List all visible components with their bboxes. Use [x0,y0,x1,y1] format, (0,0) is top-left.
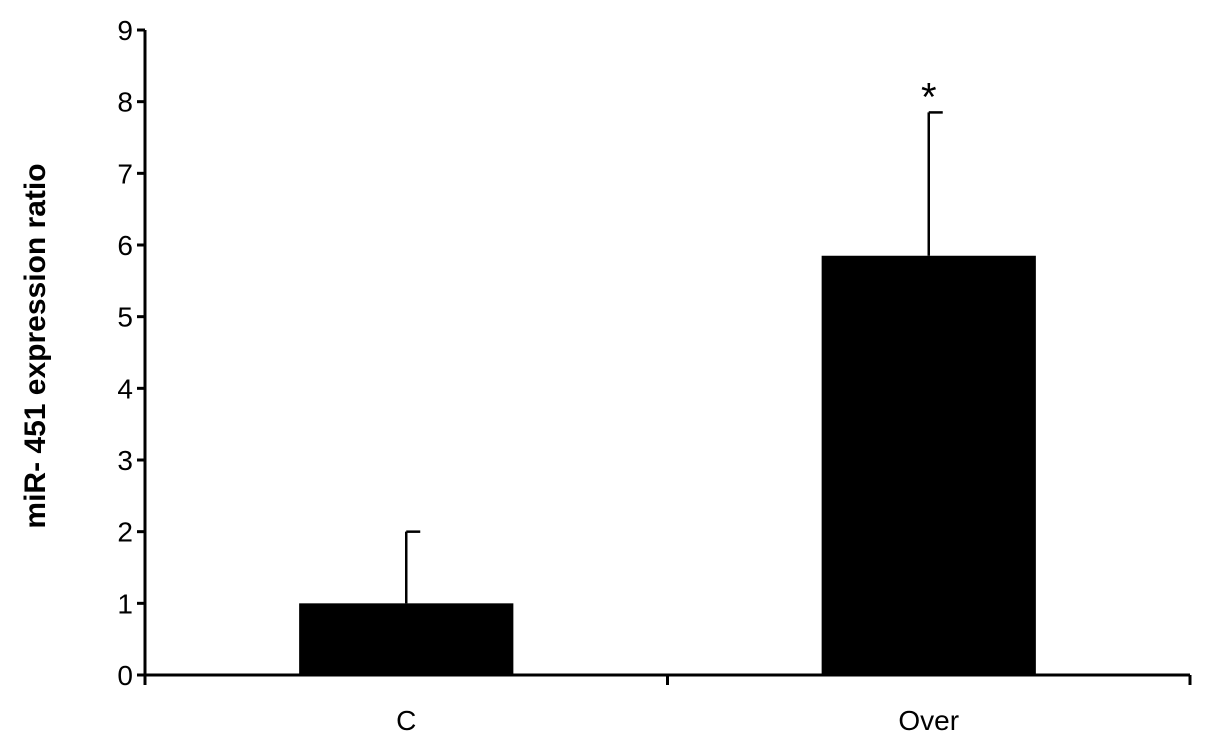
y-tick-label: 6 [117,230,133,261]
bar [299,603,514,675]
significance-marker: * [921,75,937,119]
x-tick-label: C [396,705,416,736]
y-tick-label: 3 [117,445,133,476]
y-tick-label: 5 [117,302,133,333]
y-tick-label: 0 [117,660,133,691]
y-tick-label: 8 [117,87,133,118]
y-tick-label: 9 [117,15,133,46]
y-axis-label: miR- 451 expression ratio [19,163,52,528]
y-tick-label: 7 [117,158,133,189]
y-tick-label: 2 [117,517,133,548]
tick-labels: 0 1 2 3 4 5 6 7 8 9 C * Over [117,15,959,736]
y-tick-label: 1 [117,588,133,619]
bars [299,111,1036,675]
y-tick-label: 4 [117,373,133,404]
bar [821,255,1036,675]
x-tick-label: Over [898,705,959,736]
